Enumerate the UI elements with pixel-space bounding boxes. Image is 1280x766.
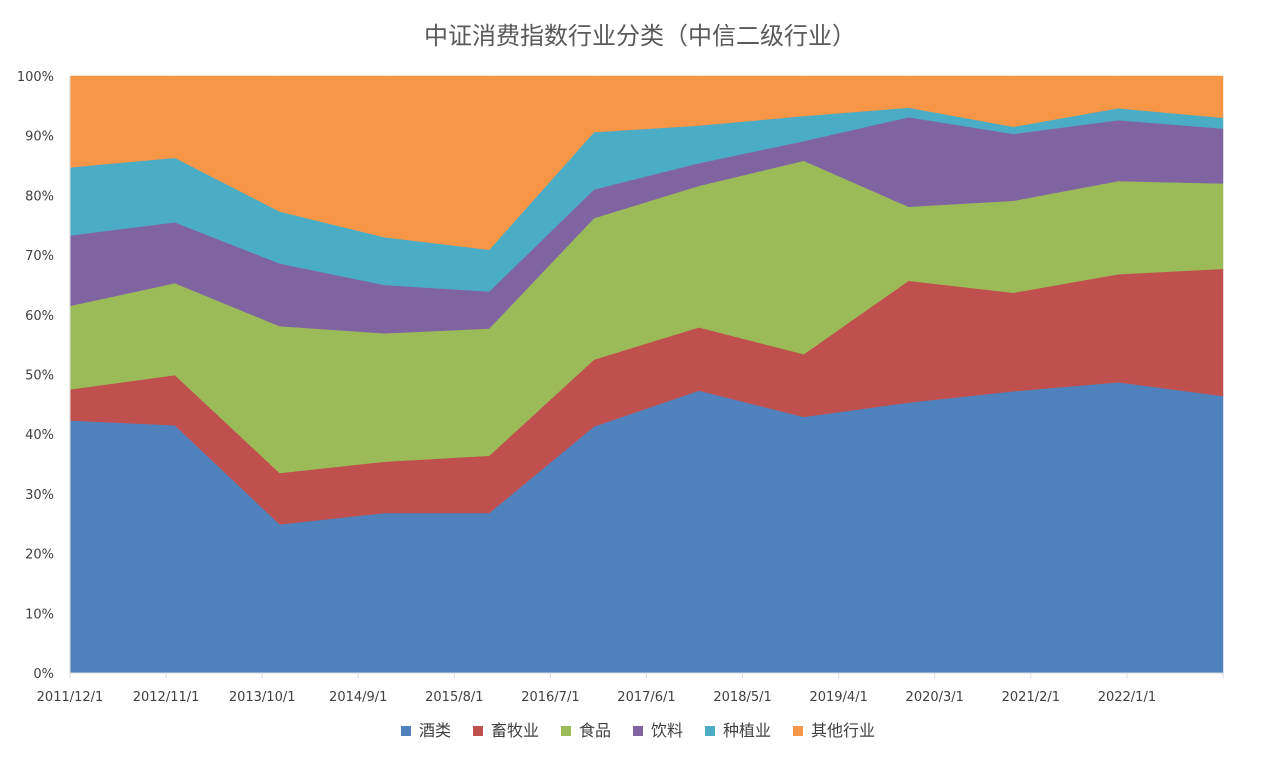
chart-title: 中证消费指数行业分类（中信二级行业） xyxy=(424,22,856,50)
legend-item: 饮料 xyxy=(633,721,683,740)
legend-swatch xyxy=(633,726,643,736)
legend-swatch xyxy=(561,726,571,736)
area-series-5 xyxy=(69,75,1224,250)
legend-item: 畜牧业 xyxy=(473,721,539,740)
x-tick-label: 2017/6/1 xyxy=(617,690,675,705)
legend-swatch xyxy=(401,726,411,736)
x-tick-label: 2019/4/1 xyxy=(809,690,867,705)
y-tick-label: 100% xyxy=(17,70,54,85)
legend-item: 种植业 xyxy=(705,721,771,740)
x-tick-label: 2011/12/1 xyxy=(37,690,104,705)
legend-label: 食品 xyxy=(579,721,611,740)
x-tick-label: 2018/5/1 xyxy=(713,690,771,705)
legend-swatch xyxy=(473,726,483,736)
y-tick-label: 80% xyxy=(25,189,54,204)
x-tick-label: 2013/10/1 xyxy=(229,690,296,705)
legend-item: 酒类 xyxy=(401,721,451,740)
x-tick-label: 2022/1/1 xyxy=(1098,690,1156,705)
x-tick-label: 2014/9/1 xyxy=(329,690,387,705)
y-tick-label: 70% xyxy=(25,249,54,264)
legend-item: 食品 xyxy=(561,721,611,740)
y-tick-label: 50% xyxy=(25,369,54,384)
y-tick-label: 20% xyxy=(25,548,54,563)
x-tick-label: 2021/2/1 xyxy=(1002,690,1060,705)
y-tick-label: 0% xyxy=(33,667,54,682)
legend: 酒类 畜牧业 食品 饮料 种植业 其他行业 xyxy=(401,721,875,740)
y-tick-label: 30% xyxy=(25,488,54,503)
legend-swatch xyxy=(793,726,803,736)
y-tick-label: 60% xyxy=(25,309,54,324)
legend-item: 其他行业 xyxy=(793,721,875,740)
legend-label: 其他行业 xyxy=(811,721,875,740)
x-tick-label: 2016/7/1 xyxy=(521,690,579,705)
legend-label: 饮料 xyxy=(651,721,683,740)
x-tick-label: 2020/3/1 xyxy=(906,690,964,705)
x-tick-label: 2012/11/1 xyxy=(133,690,200,705)
legend-label: 种植业 xyxy=(723,721,771,740)
x-tick-label: 2015/8/1 xyxy=(425,690,483,705)
y-tick-label: 10% xyxy=(25,607,54,622)
legend-label: 畜牧业 xyxy=(491,721,539,740)
legend-swatch xyxy=(705,726,715,736)
areas-group xyxy=(69,75,1224,674)
legend-label: 酒类 xyxy=(419,721,451,740)
y-tick-label: 90% xyxy=(25,130,54,145)
y-tick-label: 40% xyxy=(25,428,54,443)
axes-group: 0% 10% 20% 30% 40% 50% 60% 70% 80% 90% 100% 2011/12… xyxy=(17,70,1224,705)
